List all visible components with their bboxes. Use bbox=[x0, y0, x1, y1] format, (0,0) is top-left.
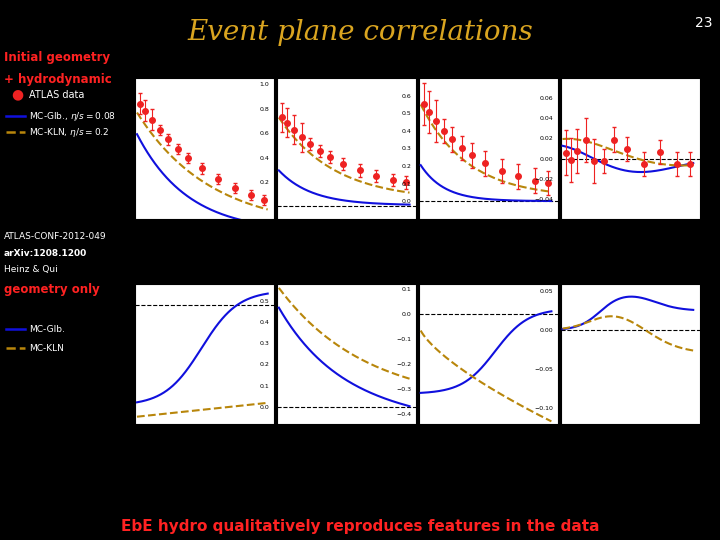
Text: MC-KLN: MC-KLN bbox=[29, 344, 63, 353]
Title: ⟨cos(6(Φ₂−Φ₃))⟩: ⟨cos(6(Φ₂−Φ₃))⟩ bbox=[603, 277, 658, 284]
Text: Event plane correlations: Event plane correlations bbox=[187, 19, 533, 46]
Title: ⟨cos(6(Ψ₂−Ψ₃))⟩: ⟨cos(6(Ψ₂−Ψ₃))⟩ bbox=[603, 72, 658, 78]
Text: MC-KLN, $\eta/s=0.2$: MC-KLN, $\eta/s=0.2$ bbox=[29, 126, 109, 139]
Text: ●: ● bbox=[11, 87, 23, 102]
Text: geometry only: geometry only bbox=[4, 284, 99, 296]
Text: Initial geometry: Initial geometry bbox=[4, 51, 109, 64]
Title: ⟨cos(4(Ψ₂−Ψ₄))⟩: ⟨cos(4(Ψ₂−Ψ₄))⟩ bbox=[177, 72, 233, 78]
Title: ⟨cos(8(Ψ₂−Ψ₂))⟩: ⟨cos(8(Ψ₂−Ψ₂))⟩ bbox=[319, 72, 374, 78]
Text: 23: 23 bbox=[696, 16, 713, 30]
Text: EbE hydro qualitatively reproduces features in the data: EbE hydro qualitatively reproduces featu… bbox=[121, 518, 599, 534]
Text: MC-Glb.: MC-Glb. bbox=[29, 325, 65, 334]
Text: $N_{part}$: $N_{part}$ bbox=[492, 440, 516, 455]
Title: ⟨cos(12(Ψ₂−Ψ₄))⟩: ⟨cos(12(Ψ₂−Ψ₄))⟩ bbox=[459, 72, 518, 78]
Text: ATLAS data: ATLAS data bbox=[29, 90, 84, 99]
Text: + hydrodynamic: + hydrodynamic bbox=[4, 73, 112, 86]
Text: ATLAS-CONF-2012-049: ATLAS-CONF-2012-049 bbox=[4, 232, 107, 241]
Title: ⟨cos(12(Φ₂−Φ₄))⟩: ⟨cos(12(Φ₂−Φ₄))⟩ bbox=[459, 277, 518, 284]
Title: ⟨cos(4(Φ₂−Φ₄))⟩: ⟨cos(4(Φ₂−Φ₄))⟩ bbox=[177, 277, 233, 284]
Title: ⟨cos(8(Φ₂−Φ₄))⟩: ⟨cos(8(Φ₂−Φ₄))⟩ bbox=[319, 277, 374, 284]
Text: arXiv:1208.1200: arXiv:1208.1200 bbox=[4, 249, 87, 259]
Text: Heinz & Qui: Heinz & Qui bbox=[4, 265, 58, 274]
X-axis label: $N_{part}$: $N_{part}$ bbox=[477, 438, 500, 453]
Text: MC-Glb., $\eta/s=0.08$: MC-Glb., $\eta/s=0.08$ bbox=[29, 110, 116, 123]
